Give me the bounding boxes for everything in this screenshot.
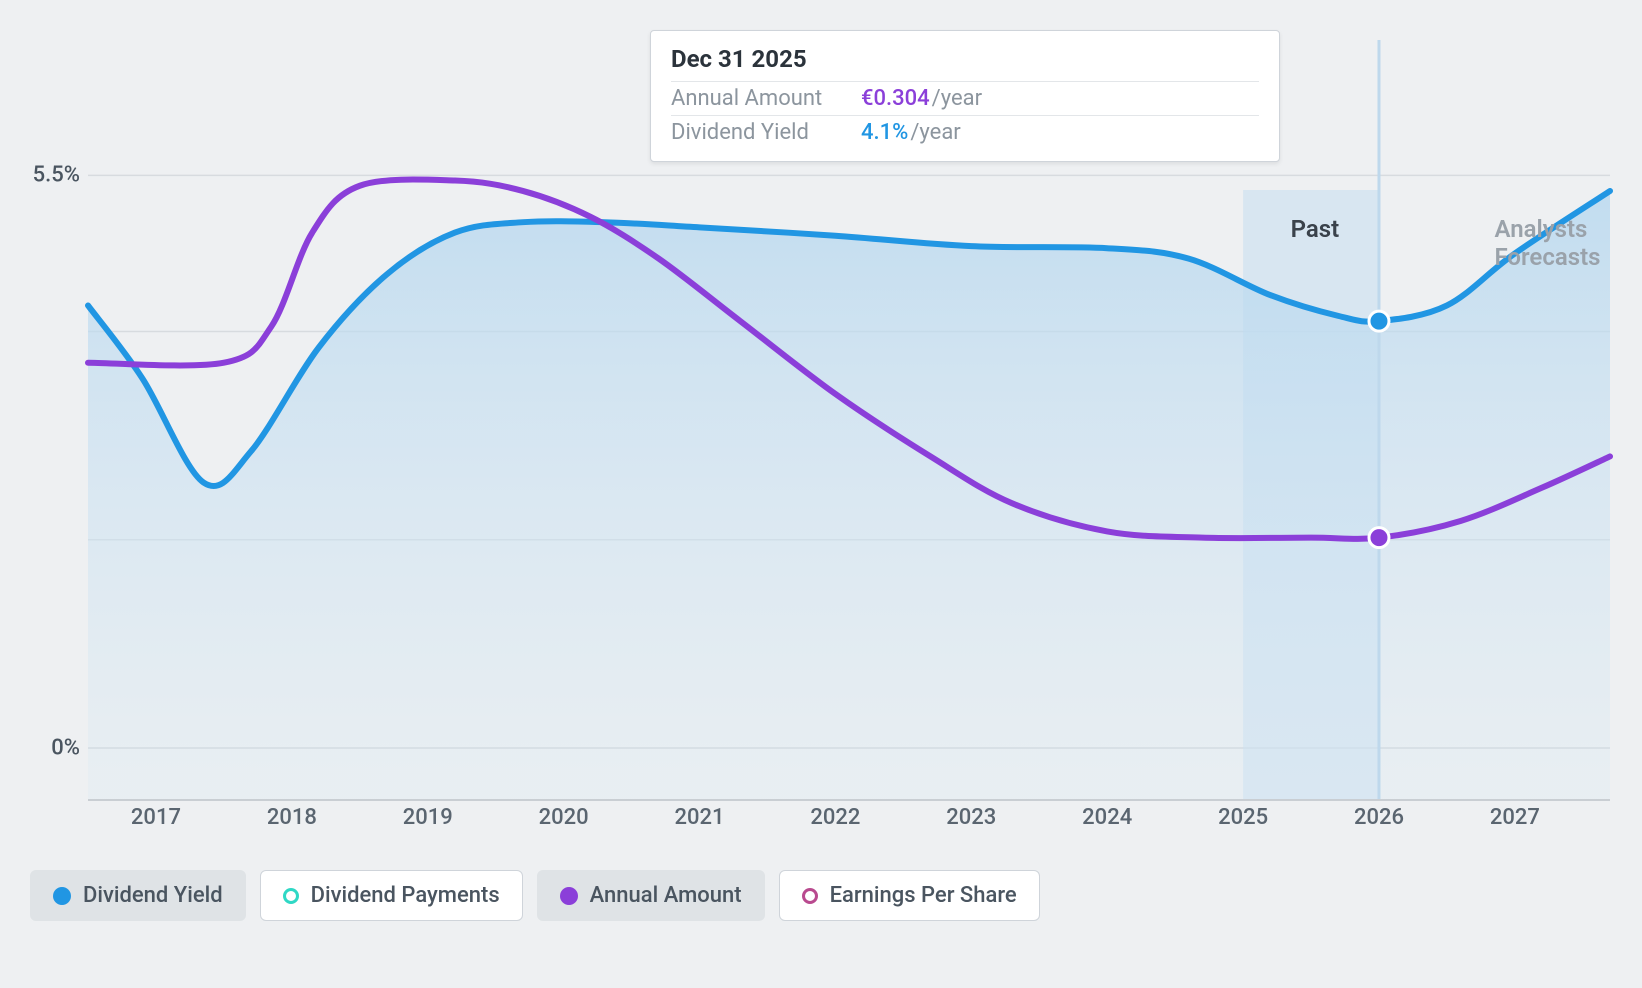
legend-swatch-icon bbox=[560, 887, 578, 905]
x-axis-label: 2019 bbox=[403, 805, 453, 830]
legend-item[interactable]: Earnings Per Share bbox=[779, 870, 1040, 921]
y-axis-label: 5.5% bbox=[0, 163, 80, 188]
tooltip-row-label: Annual Amount bbox=[671, 86, 861, 111]
x-axis-label: 2027 bbox=[1490, 805, 1540, 830]
x-axis-label: 2017 bbox=[131, 805, 181, 830]
annotation-past: Past bbox=[1291, 215, 1340, 243]
tooltip-title: Dec 31 2025 bbox=[671, 45, 1259, 81]
dividend-chart: 0% 5.5% 2017 2018 2019 2020 2021 2022 2023 2024 2… bbox=[0, 0, 1642, 988]
legend-swatch-icon bbox=[802, 888, 818, 904]
y-axis-label: 0% bbox=[0, 735, 80, 760]
legend-label: Dividend Yield bbox=[83, 883, 223, 908]
tooltip-row-label: Dividend Yield bbox=[671, 120, 861, 145]
legend-item[interactable]: Dividend Yield bbox=[30, 870, 246, 921]
legend-label: Earnings Per Share bbox=[830, 883, 1017, 908]
tooltip-row-value: €0.304/year bbox=[861, 86, 982, 111]
chart-tooltip: Dec 31 2025 Annual Amount€0.304/yearDivi… bbox=[650, 30, 1280, 162]
x-axis-label: 2018 bbox=[267, 805, 317, 830]
x-axis-label: 2024 bbox=[1082, 805, 1132, 830]
annotation-forecast: Analysts Forecasts bbox=[1494, 215, 1642, 271]
x-axis-label: 2020 bbox=[539, 805, 589, 830]
x-axis-label: 2026 bbox=[1354, 805, 1404, 830]
legend-swatch-icon bbox=[283, 888, 299, 904]
tooltip-row: Annual Amount€0.304/year bbox=[671, 81, 1259, 115]
chart-legend: Dividend Yield Dividend Payments Annual Am… bbox=[30, 870, 1040, 921]
x-axis-label: 2022 bbox=[810, 805, 860, 830]
legend-item[interactable]: Annual Amount bbox=[537, 870, 765, 921]
x-axis-label: 2021 bbox=[675, 805, 725, 830]
legend-item[interactable]: Dividend Payments bbox=[260, 870, 523, 921]
tooltip-row-value: 4.1%/year bbox=[861, 120, 961, 145]
x-axis-label: 2025 bbox=[1218, 805, 1268, 830]
x-axis-label: 2023 bbox=[946, 805, 996, 830]
legend-label: Annual Amount bbox=[590, 883, 742, 908]
legend-swatch-icon bbox=[53, 887, 71, 905]
tooltip-row: Dividend Yield4.1%/year bbox=[671, 115, 1259, 149]
legend-label: Dividend Payments bbox=[311, 883, 500, 908]
